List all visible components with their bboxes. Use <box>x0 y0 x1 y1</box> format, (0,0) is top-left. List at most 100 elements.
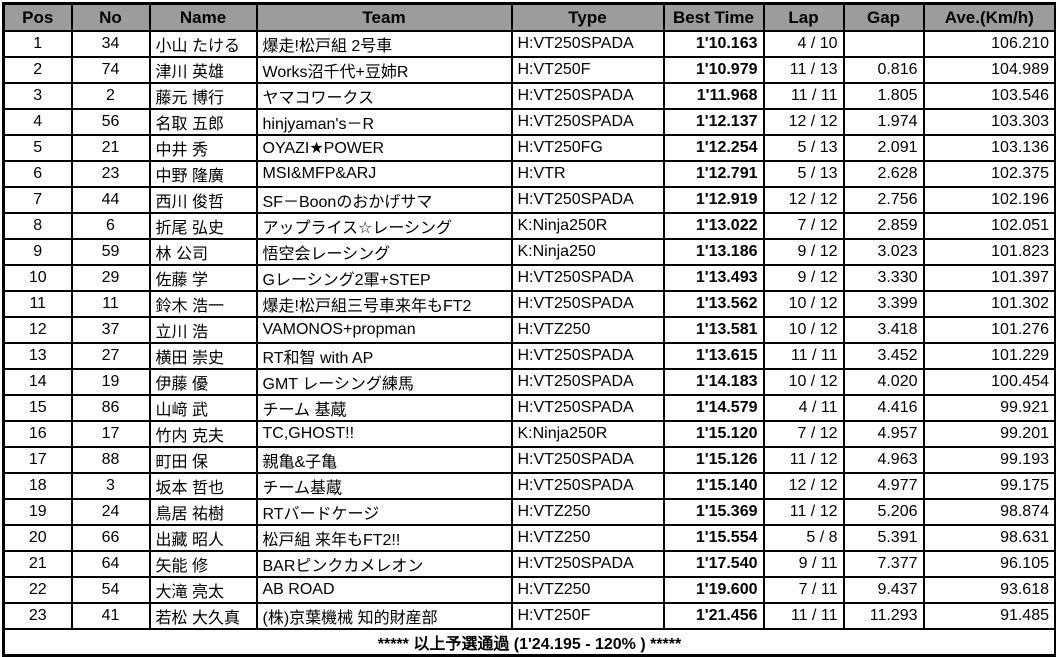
table-row: 11 11 鈴木 浩一 爆走!松戸組三号車来年もFT2 H:VT250SPADA 1'13… <box>2 290 1056 318</box>
machine-type-cell: K:Ninja250R <box>510 420 665 448</box>
best-time-cell: 1'11.968 <box>662 82 765 110</box>
rider-number-cell: 24 <box>70 498 151 526</box>
best-time-cell: 1'13.186 <box>662 238 765 266</box>
table-row: 4 56 名取 五郎 hinjyaman's－R H:VT250SPADA 1'12.13… <box>2 108 1056 136</box>
rider-number-cell: 56 <box>70 108 151 136</box>
lap-cell: 4 / 10 <box>762 30 845 58</box>
average-speed-cell: 103.136 <box>922 134 1056 162</box>
average-speed-cell: 101.276 <box>922 316 1056 344</box>
gap-cell: 5.391 <box>842 524 925 552</box>
lap-cell: 4 / 11 <box>762 394 845 422</box>
best-time-cell: 1'17.540 <box>662 550 765 578</box>
rider-number-cell: 44 <box>70 186 151 214</box>
average-speed-cell: 99.921 <box>922 394 1056 422</box>
rider-name-cell: 中井 秀 <box>148 134 258 162</box>
gap-cell: 4.416 <box>842 394 925 422</box>
table-row: 14 19 伊藤 優 GMT レーシング練馬 H:VT250SPADA 1'14.183 1… <box>2 368 1056 396</box>
lap-cell: 12 / 12 <box>762 472 845 500</box>
machine-type-cell: H:VTR <box>510 160 665 188</box>
position-cell: 13 <box>2 342 73 370</box>
machine-type-cell: H:VT250SPADA <box>510 394 665 422</box>
gap-cell: 3.452 <box>842 342 925 370</box>
best-time-cell: 1'13.562 <box>662 290 765 318</box>
position-cell: 21 <box>2 550 73 578</box>
column-header-lap: Lap <box>762 2 845 32</box>
lap-cell: 10 / 12 <box>762 316 845 344</box>
table-row: 20 66 出藏 昭人 松戸組 来年もFT2!! H:VTZ250 1'15.554 5 /… <box>2 524 1056 552</box>
column-header-ave: Ave.(Km/h) <box>922 2 1056 32</box>
lap-cell: 12 / 12 <box>762 108 845 136</box>
average-speed-cell: 98.874 <box>922 498 1056 526</box>
table-row: 3 2 藤元 博行 ヤマコワークス H:VT250SPADA 1'11.968 11 / 1… <box>2 82 1056 110</box>
lap-cell: 5 / 13 <box>762 134 845 162</box>
table-row: 7 44 西川 俊哲 SF－Boonのおかげサマ H:VT250SPADA 1'12.91… <box>2 186 1056 214</box>
table-row: 9 59 林 公司 悟空会レーシング K:Ninja250 1'13.186 9 / 12 3… <box>2 238 1056 266</box>
rider-number-cell: 2 <box>70 82 151 110</box>
position-cell: 18 <box>2 472 73 500</box>
rider-name-cell: 鈴木 浩一 <box>148 290 258 318</box>
position-cell: 16 <box>2 420 73 448</box>
position-cell: 7 <box>2 186 73 214</box>
best-time-cell: 1'12.254 <box>662 134 765 162</box>
team-cell: RT和智 with AP <box>255 342 513 370</box>
lap-cell: 7 / 12 <box>762 420 845 448</box>
machine-type-cell: H:VTZ250 <box>510 524 665 552</box>
team-cell: OYAZI★POWER <box>255 134 513 162</box>
position-cell: 6 <box>2 160 73 188</box>
lap-cell: 9 / 11 <box>762 550 845 578</box>
best-time-cell: 1'21.456 <box>662 602 765 630</box>
table-row: 17 88 町田 保親亀&子亀 H:VT250SPADA 1'15.126 11 / 12… <box>2 446 1056 474</box>
column-header-gap: Gap <box>842 2 925 32</box>
best-time-cell: 1'14.183 <box>662 368 765 396</box>
gap-cell: 3.330 <box>842 264 925 292</box>
average-speed-cell: 103.546 <box>922 82 1056 110</box>
rider-number-cell: 41 <box>70 602 151 630</box>
gap-cell: 0.816 <box>842 56 925 84</box>
table-row: 8 6 折尾 弘史 アップライス☆レーシング K:Ninja250R 1'13.022 7 … <box>2 212 1056 240</box>
machine-type-cell: H:VT250SPADA <box>510 264 665 292</box>
team-cell: BARピンクカメレオン <box>255 550 513 578</box>
lap-cell: 11 / 11 <box>762 602 845 630</box>
rider-number-cell: 3 <box>70 472 151 500</box>
rider-name-cell: 山﨑 武 <box>148 394 258 422</box>
column-header-team: Team <box>255 2 513 32</box>
team-cell: 松戸組 来年もFT2!! <box>255 524 513 552</box>
gap-cell: 3.399 <box>842 290 925 318</box>
rider-number-cell: 88 <box>70 446 151 474</box>
table-row: 18 3 坂本 哲也 チーム基蔵 H:VT250SPADA 1'15.140 12 / 12… <box>2 472 1056 500</box>
team-cell: 悟空会レーシング <box>255 238 513 266</box>
team-cell: hinjyaman's－R <box>255 108 513 136</box>
table-row: 21 64 矢能 修 BARピンクカメレオン H:VT250SPADA 1'17.540 9… <box>2 550 1056 578</box>
best-time-cell: 1'13.022 <box>662 212 765 240</box>
table-row: 5 21 中井 秀 OYAZI★POWER H:VT250FG 1'12.254 5 / 1… <box>2 134 1056 162</box>
rider-name-cell: 藤元 博行 <box>148 82 258 110</box>
rider-number-cell: 86 <box>70 394 151 422</box>
machine-type-cell: H:VT250FG <box>510 134 665 162</box>
average-speed-cell: 101.229 <box>922 342 1056 370</box>
average-speed-cell: 102.051 <box>922 212 1056 240</box>
average-speed-cell: 96.105 <box>922 550 1056 578</box>
machine-type-cell: H:VT250F <box>510 602 665 630</box>
position-cell: 12 <box>2 316 73 344</box>
team-cell: TC,GHOST!! <box>255 420 513 448</box>
team-cell: VAMONOS+propman <box>255 316 513 344</box>
rider-number-cell: 74 <box>70 56 151 84</box>
best-time-cell: 1'12.919 <box>662 186 765 214</box>
gap-cell: 9.437 <box>842 576 925 604</box>
lap-cell: 11 / 13 <box>762 56 845 84</box>
rider-number-cell: 17 <box>70 420 151 448</box>
rider-number-cell: 11 <box>70 290 151 318</box>
rider-number-cell: 6 <box>70 212 151 240</box>
position-cell: 5 <box>2 134 73 162</box>
average-speed-cell: 98.631 <box>922 524 1056 552</box>
team-cell: アップライス☆レーシング <box>255 212 513 240</box>
average-speed-cell: 104.989 <box>922 56 1056 84</box>
average-speed-cell: 99.193 <box>922 446 1056 474</box>
lap-cell: 11 / 11 <box>762 82 845 110</box>
team-cell: (株)京葉機械 知的財産部 <box>255 602 513 630</box>
best-time-cell: 1'10.979 <box>662 56 765 84</box>
rider-number-cell: 23 <box>70 160 151 188</box>
gap-cell: 1.974 <box>842 108 925 136</box>
best-time-cell: 1'13.615 <box>662 342 765 370</box>
rider-number-cell: 37 <box>70 316 151 344</box>
